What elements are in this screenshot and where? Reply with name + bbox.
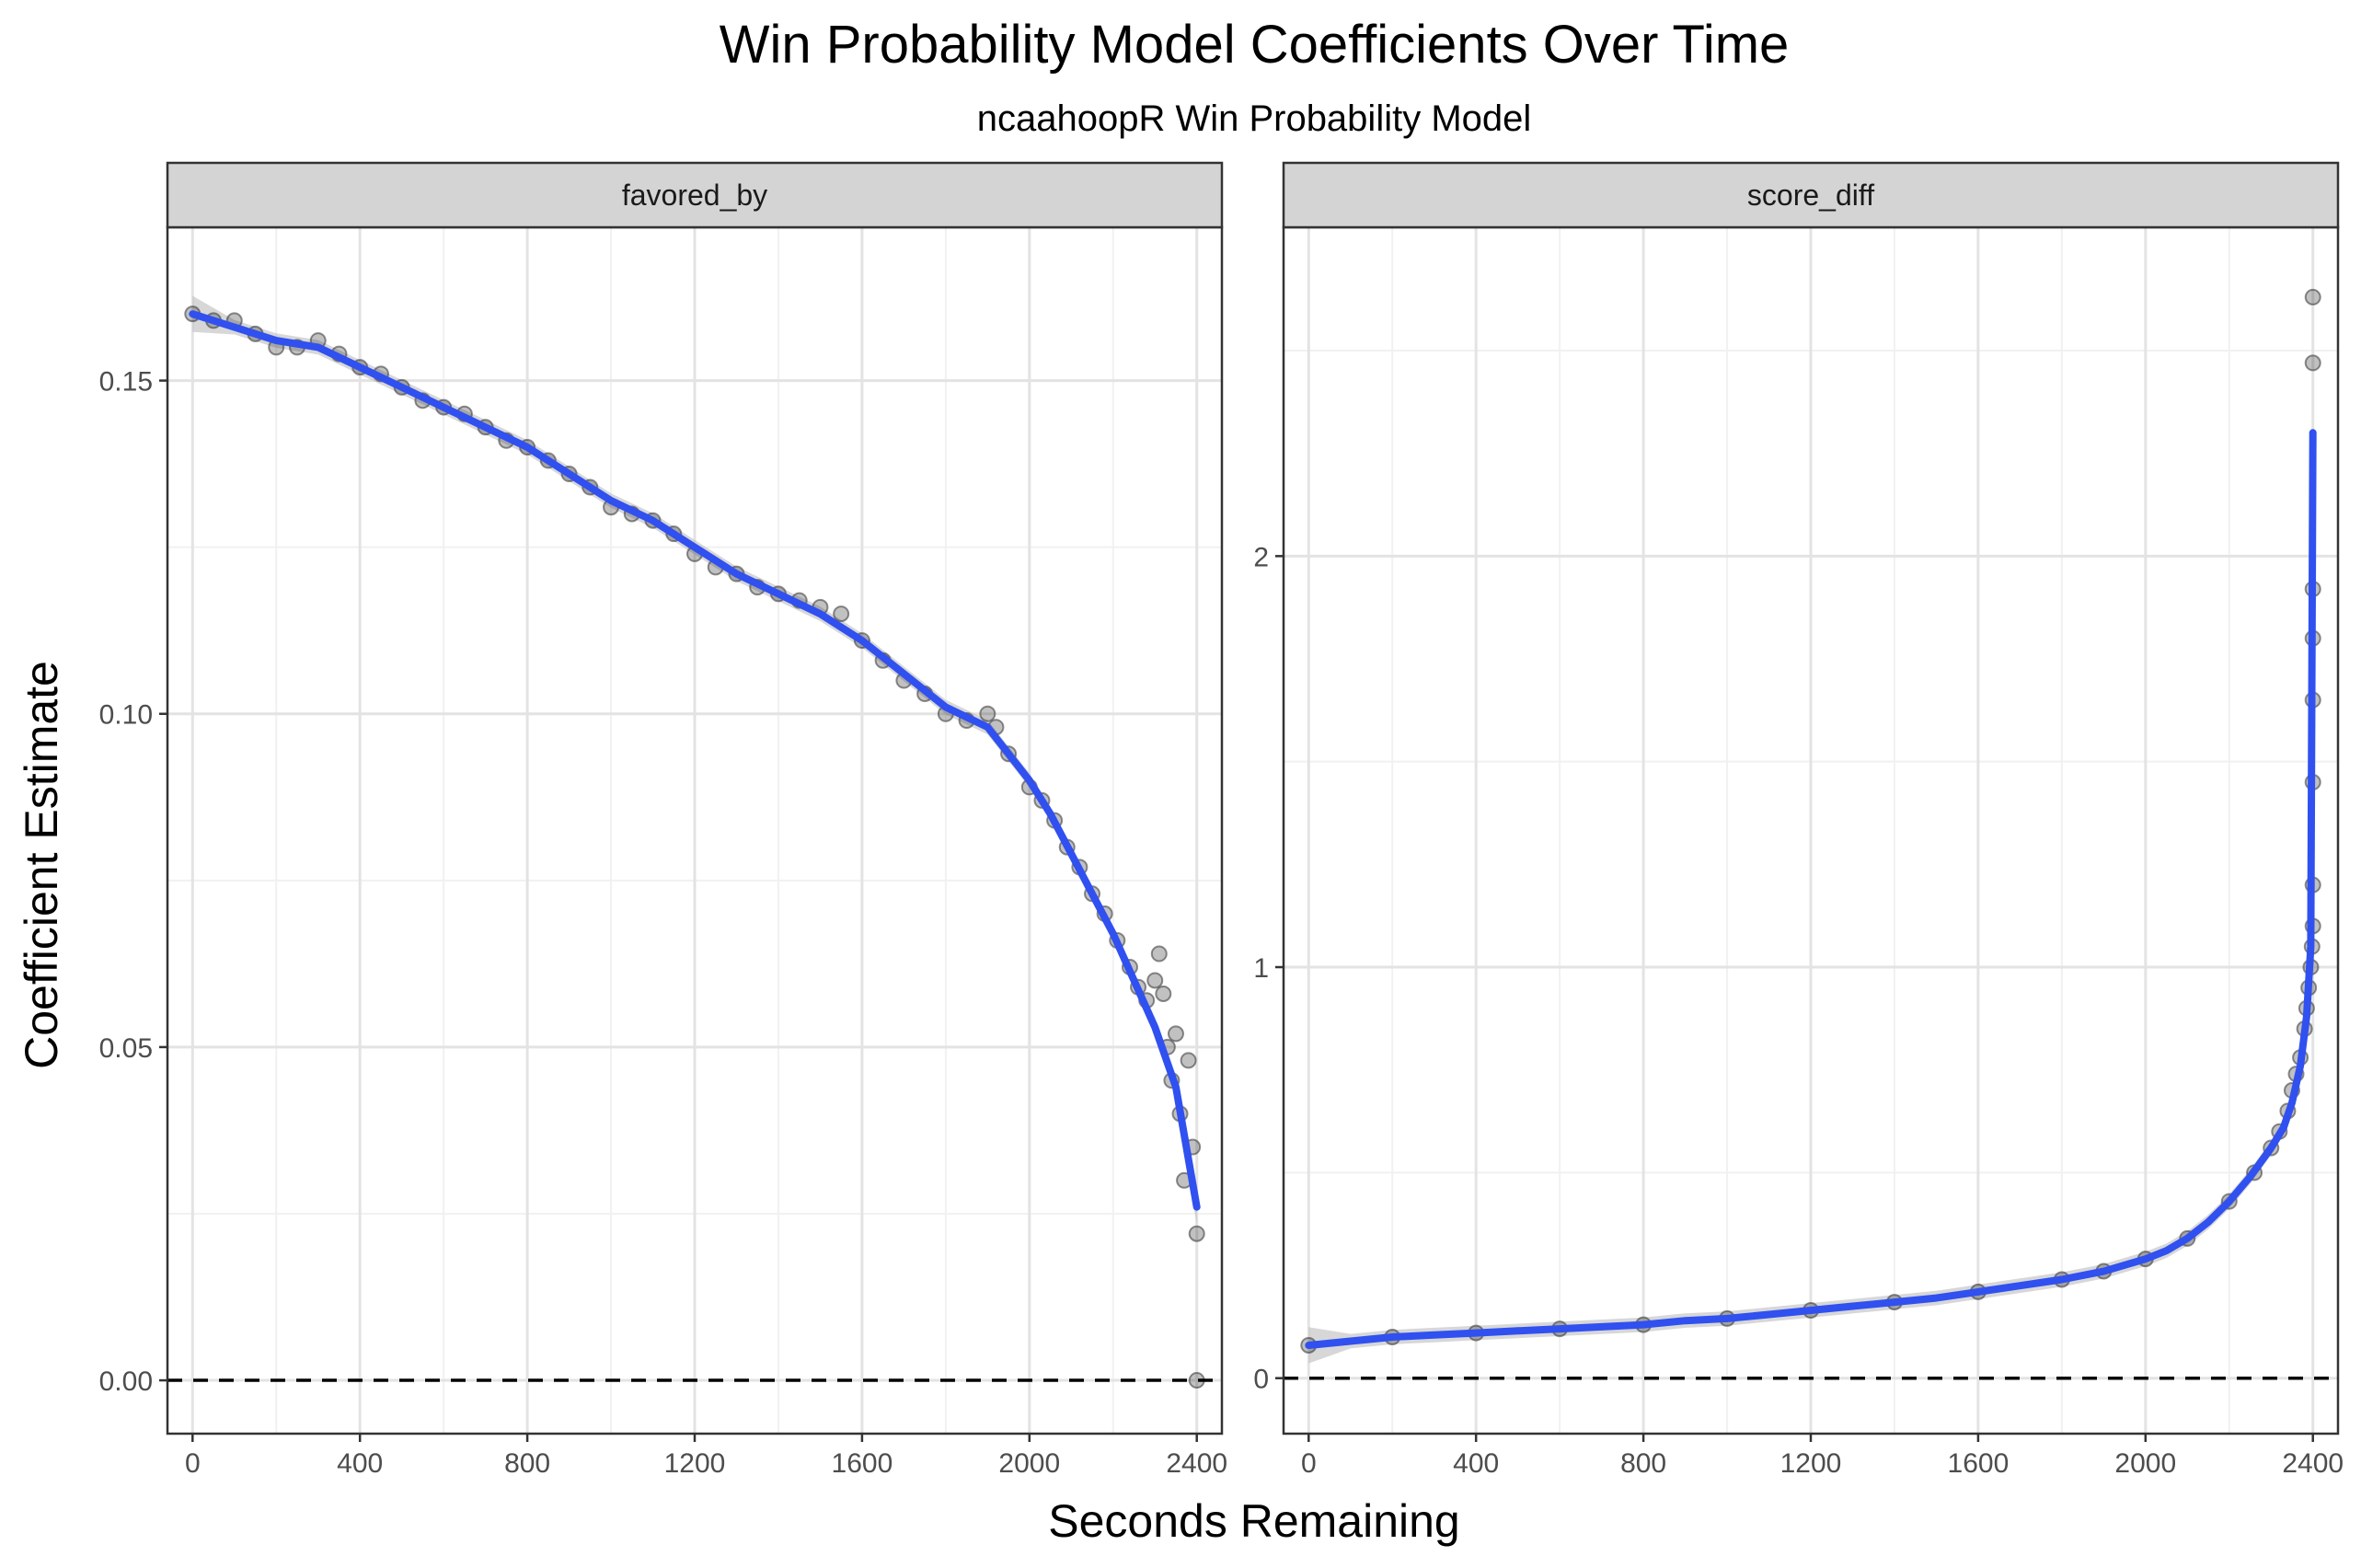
facet-strip-label: favored_by	[622, 179, 767, 212]
smooth-fit-line	[189, 310, 1201, 1211]
facet-strip	[1282, 161, 2340, 229]
data-point	[1180, 1052, 1197, 1069]
x-tick-label: 1200	[1780, 1448, 1842, 1479]
y-tick-label: 0.15	[99, 367, 153, 398]
x-tick-label: 400	[337, 1448, 383, 1479]
data-point	[979, 705, 996, 722]
x-tick-label: 0	[185, 1448, 201, 1479]
y-tick-label: 0.05	[99, 1033, 153, 1064]
x-axis-ticks: 0 400 800 1200 1600 2000 2400	[1301, 1434, 2344, 1479]
chart-subtitle: ncaahoopR Win Probability Model	[977, 98, 1532, 139]
minor-gridlines	[167, 227, 1222, 1434]
x-tick-label: 800	[504, 1448, 550, 1479]
data-point	[2304, 354, 2321, 372]
facet-panels: favored_by0 400 800 1200 1600 2000 24000.000.0…	[99, 161, 2344, 1479]
y-axis-ticks: 0.00 0.05 0.10 0.15	[99, 367, 167, 1397]
chart-title: Win Probability Model Coefficients Over …	[720, 15, 1790, 75]
x-tick-label: 0	[1301, 1448, 1317, 1479]
x-tick-label: 1600	[832, 1448, 893, 1479]
y-axis-ticks: 0 1 2	[1253, 542, 1284, 1395]
x-tick-label: 2400	[2282, 1448, 2344, 1479]
x-tick-label: 400	[1453, 1448, 1499, 1479]
y-tick-label: 2	[1253, 542, 1269, 572]
y-axis-title: Coefficient Estimate	[16, 661, 67, 1069]
x-axis-ticks: 0 400 800 1200 1600 2000 2400	[185, 1434, 1227, 1479]
x-tick-label: 2000	[2114, 1448, 2176, 1479]
data-point	[1155, 985, 1172, 1002]
y-tick-label: 0.10	[99, 700, 153, 731]
data-point	[1150, 945, 1168, 963]
smooth-fit-line	[1305, 429, 2317, 1349]
y-tick-label: 1	[1253, 953, 1269, 984]
facet-strip-label: score_diff	[1747, 179, 1874, 212]
x-tick-label: 2400	[1166, 1448, 1227, 1479]
minor-gridlines	[1284, 227, 2338, 1434]
facet-panel-favored-by: favored_by0 400 800 1200 1600 2000 24000.000.0…	[99, 161, 1227, 1479]
data-point	[2304, 288, 2321, 306]
facet-panel-score-diff: score_diff 0 400 800 1200 1600 2000 2400 0 1 2	[1253, 161, 2344, 1479]
y-tick-label: 0.00	[99, 1366, 153, 1397]
x-tick-label: 1200	[664, 1448, 726, 1479]
data-point	[1167, 1025, 1184, 1043]
data-point	[1146, 972, 1164, 989]
x-tick-label: 2000	[998, 1448, 1060, 1479]
x-tick-label: 1600	[1948, 1448, 2010, 1479]
x-axis-title: Seconds Remaining	[1048, 1495, 1460, 1547]
x-tick-label: 800	[1620, 1448, 1666, 1479]
y-tick-label: 0	[1253, 1365, 1269, 1395]
data-point	[833, 605, 850, 623]
major-gridlines	[167, 227, 1222, 1434]
facet-strip	[166, 161, 1224, 229]
data-point	[1188, 1225, 1205, 1242]
